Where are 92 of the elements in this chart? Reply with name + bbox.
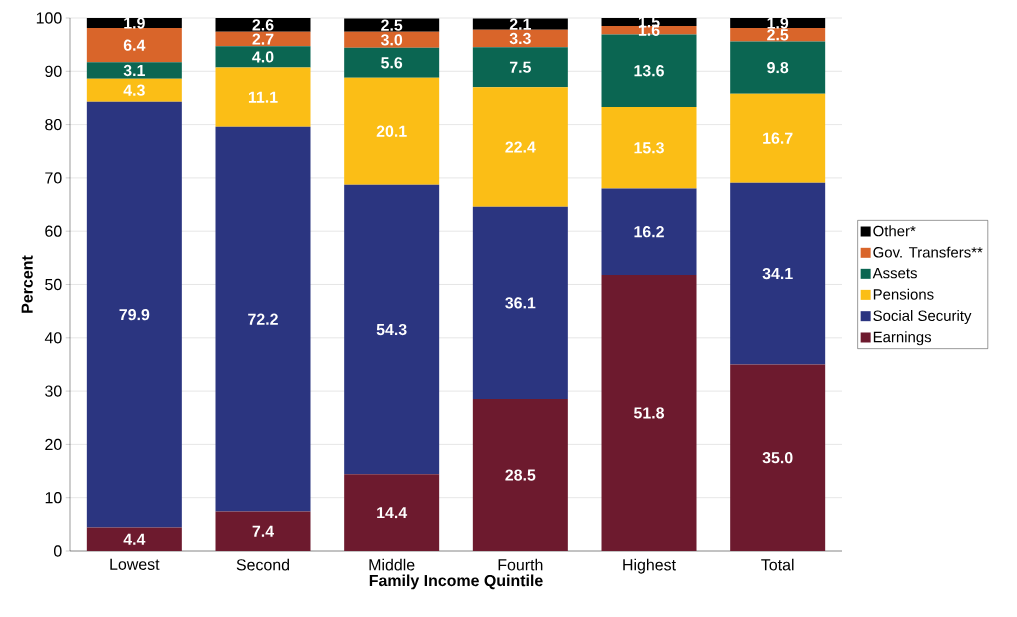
data-label: 22.4 <box>505 141 536 153</box>
data-label: 6.4 <box>123 39 146 51</box>
data-label: 7.4 <box>252 525 274 537</box>
data-label: 15.3 <box>634 142 664 154</box>
legend-label: Social Security <box>873 310 972 324</box>
data-label: 20.1 <box>376 125 407 137</box>
bar <box>344 18 440 32</box>
data-label: 11.1 <box>248 91 278 103</box>
legend-label: Assets <box>872 267 917 279</box>
data-label: 2.5 <box>767 29 789 41</box>
bar <box>730 364 826 551</box>
data-label: 3.0 <box>380 34 403 46</box>
bar <box>86 62 182 79</box>
bar <box>215 511 311 551</box>
x-tick-label: Lowest <box>110 558 160 570</box>
bar <box>86 527 182 551</box>
legend-label: Earnings <box>873 331 932 346</box>
legend-label: Gov. Transfers** <box>873 246 983 258</box>
x-tick-label: Highest <box>623 558 676 574</box>
bar <box>86 78 182 102</box>
x-tick-label: Middle <box>369 558 415 571</box>
x-tick-label: Second <box>236 558 289 571</box>
data-label: 2.5 <box>381 19 403 31</box>
x-tick-label: Fourth <box>498 558 543 571</box>
y-tick-label: 40 <box>44 332 62 344</box>
data-label: 54.3 <box>376 323 407 336</box>
data-label: 2.6 <box>252 19 274 31</box>
x-axis-title: Family Income Quintile <box>369 574 543 590</box>
y-tick-label: 50 <box>45 278 62 291</box>
data-label: 79.9 <box>119 308 150 321</box>
legend-label: Other* <box>873 225 916 237</box>
bar <box>601 34 697 108</box>
y-tick-label: 60 <box>45 225 62 237</box>
bar <box>472 47 568 88</box>
bar <box>344 184 440 475</box>
y-tick-label: 70 <box>45 172 62 184</box>
bar <box>472 29 568 48</box>
data-label: 4.0 <box>252 51 274 63</box>
data-label: 34.1 <box>762 267 793 280</box>
data-label: 36.1 <box>505 297 536 309</box>
bar <box>215 67 311 127</box>
data-label: 1.9 <box>124 17 145 29</box>
bar <box>601 274 697 551</box>
bar <box>601 18 697 26</box>
y-axis-title: Percent <box>21 255 33 313</box>
bar <box>215 31 311 47</box>
data-label: 14.4 <box>377 507 408 519</box>
data-label: 4.3 <box>123 84 145 96</box>
bar <box>215 46 311 68</box>
bar <box>472 399 568 551</box>
bar <box>86 18 182 29</box>
x-tick-label: Total <box>761 558 794 571</box>
bar <box>215 18 311 32</box>
data-label: 7.5 <box>509 61 531 73</box>
data-label: 2.7 <box>252 33 274 45</box>
data-label: 16.2 <box>634 226 664 238</box>
legend-label: Pensions <box>873 288 934 300</box>
data-label: 3.1 <box>123 64 145 77</box>
y-tick-label: 30 <box>45 385 62 397</box>
data-label: 4.4 <box>123 533 146 545</box>
data-label: 35.0 <box>762 452 793 464</box>
bar <box>601 188 697 275</box>
data-label: 9.8 <box>767 61 789 74</box>
bar <box>344 77 440 185</box>
y-tick-label: 0 <box>53 545 62 557</box>
bar <box>472 18 568 30</box>
bar <box>86 101 182 528</box>
data-label: 16.7 <box>763 132 793 144</box>
bar <box>601 107 697 189</box>
y-tick-label: 20 <box>45 438 62 451</box>
data-label: 51.8 <box>633 407 665 419</box>
bar <box>344 31 440 48</box>
bar <box>344 474 440 551</box>
data-label: 3.3 <box>509 32 531 45</box>
bar <box>730 182 826 365</box>
bar <box>86 28 182 63</box>
bar <box>472 87 568 207</box>
bar <box>730 93 826 183</box>
data-label: 5.6 <box>381 57 403 69</box>
data-label: 1.9 <box>767 17 789 29</box>
y-tick-label: 80 <box>45 118 62 131</box>
bar <box>215 126 311 512</box>
bar <box>344 47 440 78</box>
bar <box>472 206 568 400</box>
data-label: 28.5 <box>505 469 536 481</box>
bar <box>730 41 826 94</box>
y-tick-label: 100 <box>36 12 62 24</box>
data-label: 13.6 <box>634 65 664 77</box>
data-label: 72.2 <box>248 313 278 325</box>
y-tick-label: 10 <box>45 492 62 504</box>
data-label: 2.1 <box>509 18 531 30</box>
y-tick-label: 90 <box>45 65 62 77</box>
